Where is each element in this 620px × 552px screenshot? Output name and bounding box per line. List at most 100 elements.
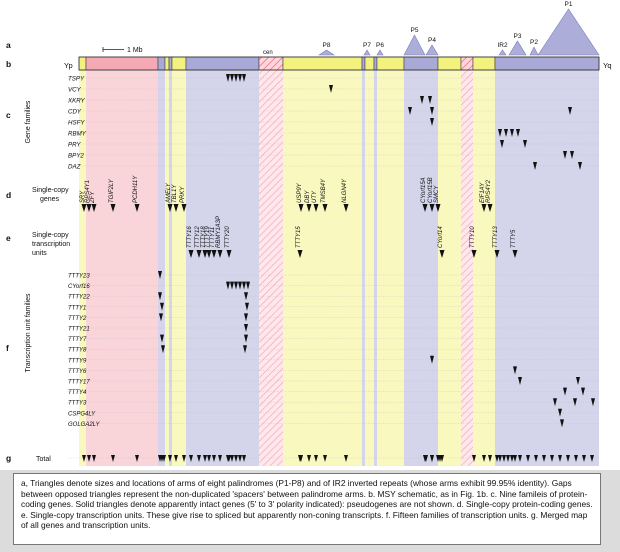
total-mark (203, 455, 207, 462)
band (374, 70, 377, 466)
background-bands (0, 0, 620, 470)
total-mark (135, 455, 139, 462)
single-copy-gene-mark (81, 204, 87, 212)
palindrome-label: P1 (565, 1, 573, 8)
centromere-label: cen (263, 50, 273, 56)
labels: P8 P7 P6 P5 P4 IR2 P3 P2 P1 1 Mb cen Yp Yq ab c d e f g TSP… (6, 1, 612, 463)
gene-family-mark (578, 162, 582, 170)
total-mark (323, 455, 327, 462)
tx-family-mark (576, 377, 580, 385)
feature-marks (81, 8, 600, 462)
panel-letter-b: b (6, 59, 11, 69)
total-mark (482, 455, 486, 462)
section-label-gene-families: Gene families (25, 100, 32, 143)
gene-family-mark (230, 74, 234, 82)
total-mark (582, 455, 586, 462)
total-mark (438, 455, 442, 462)
panel-letter-d: d (6, 190, 11, 200)
panel-letter-g: g (6, 453, 11, 463)
total-mark (566, 455, 570, 462)
total-mark (207, 455, 211, 462)
total-mark (513, 455, 517, 462)
gene-family-mark (523, 140, 527, 148)
single-copy-gene-mark (86, 204, 92, 212)
tx-family-mark (246, 281, 250, 290)
total-mark (314, 455, 318, 462)
total-mark (344, 455, 348, 462)
single-copy-gene-label: SRY (80, 190, 86, 203)
msy-segment (157, 56, 166, 71)
msy-segment (85, 56, 159, 71)
msy-segment (168, 56, 173, 71)
msy-segment (282, 56, 363, 71)
msy-segment (460, 56, 474, 71)
panel-letter-a: a (6, 40, 11, 50)
gene-family-mark (430, 118, 434, 126)
single-copy-gene-label: CYorf15B (428, 177, 434, 203)
band (165, 70, 169, 466)
gene-family-cdy: CDY (68, 109, 82, 116)
gene-family-mark (533, 162, 537, 170)
gene-family-pry: PRY (68, 142, 81, 149)
total-mark (230, 455, 234, 462)
tx-family-mark (430, 355, 434, 364)
band-hatched (259, 70, 283, 466)
tx-family-mark (243, 345, 247, 354)
gene-family-mark (568, 107, 572, 115)
tx-family-ttty2: TTTY2 (68, 316, 87, 322)
section-label-tx-families: Transcription unit families (25, 293, 32, 373)
single-copy-gene-mark (134, 204, 140, 212)
gene-family-mark (428, 96, 432, 104)
single-copy-gene-mark (422, 204, 428, 212)
gene-family-vcy: VCY (68, 87, 82, 94)
caption-text: a, Triangles denote sizes and locations … (21, 478, 593, 531)
tx-unit-label: TTTY10 (470, 226, 476, 248)
tx-family-mark (158, 271, 162, 279)
tx-unit-label: TTTY20 (225, 226, 231, 248)
single-copy-gene-label: UTY (312, 190, 318, 203)
total-mark (574, 455, 578, 462)
total-mark (488, 455, 492, 462)
msy-segment (472, 56, 496, 71)
palindrome-label: IR2 (497, 42, 508, 49)
tx-family-mark (560, 419, 564, 428)
single-copy-gene-mark (343, 204, 349, 212)
gene-family-rbmy: RBMY (68, 131, 87, 138)
tx-unit-mark (211, 250, 217, 258)
total-mark (495, 455, 499, 462)
total-mark (510, 455, 514, 462)
palindrome-label: P2 (530, 39, 538, 46)
tx-unit-label: TTTY11 (210, 227, 216, 248)
tx-family-mark (158, 292, 162, 301)
single-copy-gene-mark (313, 204, 319, 212)
tx-family-mark (513, 366, 517, 375)
single-copy-gene-label: ZFY (90, 191, 96, 204)
total-mark (242, 455, 246, 462)
single-copy-gene-label: NLGN4Y (342, 178, 348, 203)
single-copy-gene-label: EIF1AY (480, 182, 486, 203)
tx-family-mark (238, 281, 242, 290)
tx-family-mark (230, 281, 234, 290)
tx-unit-mark (439, 250, 445, 258)
total-mark (518, 455, 522, 462)
gene-family-mark (500, 140, 504, 148)
msy-segment (373, 56, 378, 71)
total-mark (212, 455, 216, 462)
section-label-single-copy-tx: Single-copy (32, 232, 69, 239)
band (404, 70, 438, 466)
gene-family-mark (238, 74, 242, 82)
palindrome-triangle (508, 40, 527, 56)
section-label-total: Total (36, 456, 51, 463)
tx-unit-mark (297, 250, 303, 258)
palindrome-triangle (363, 49, 371, 56)
tx-family-mark (573, 398, 577, 407)
msy-segment (364, 56, 375, 71)
tx-family-ttty4: TTTY4 (68, 390, 87, 396)
tx-unit-label: TTTY15 (296, 226, 302, 248)
tx-family-ttty9: TTTY9 (68, 358, 87, 364)
panel-letter-f: f (6, 343, 9, 353)
msy-outline (78, 56, 600, 71)
tx-unit-label: TTTY16 (187, 226, 193, 248)
tx-family-ttty1: TTTY1 (68, 305, 86, 311)
total-mark (238, 455, 242, 462)
